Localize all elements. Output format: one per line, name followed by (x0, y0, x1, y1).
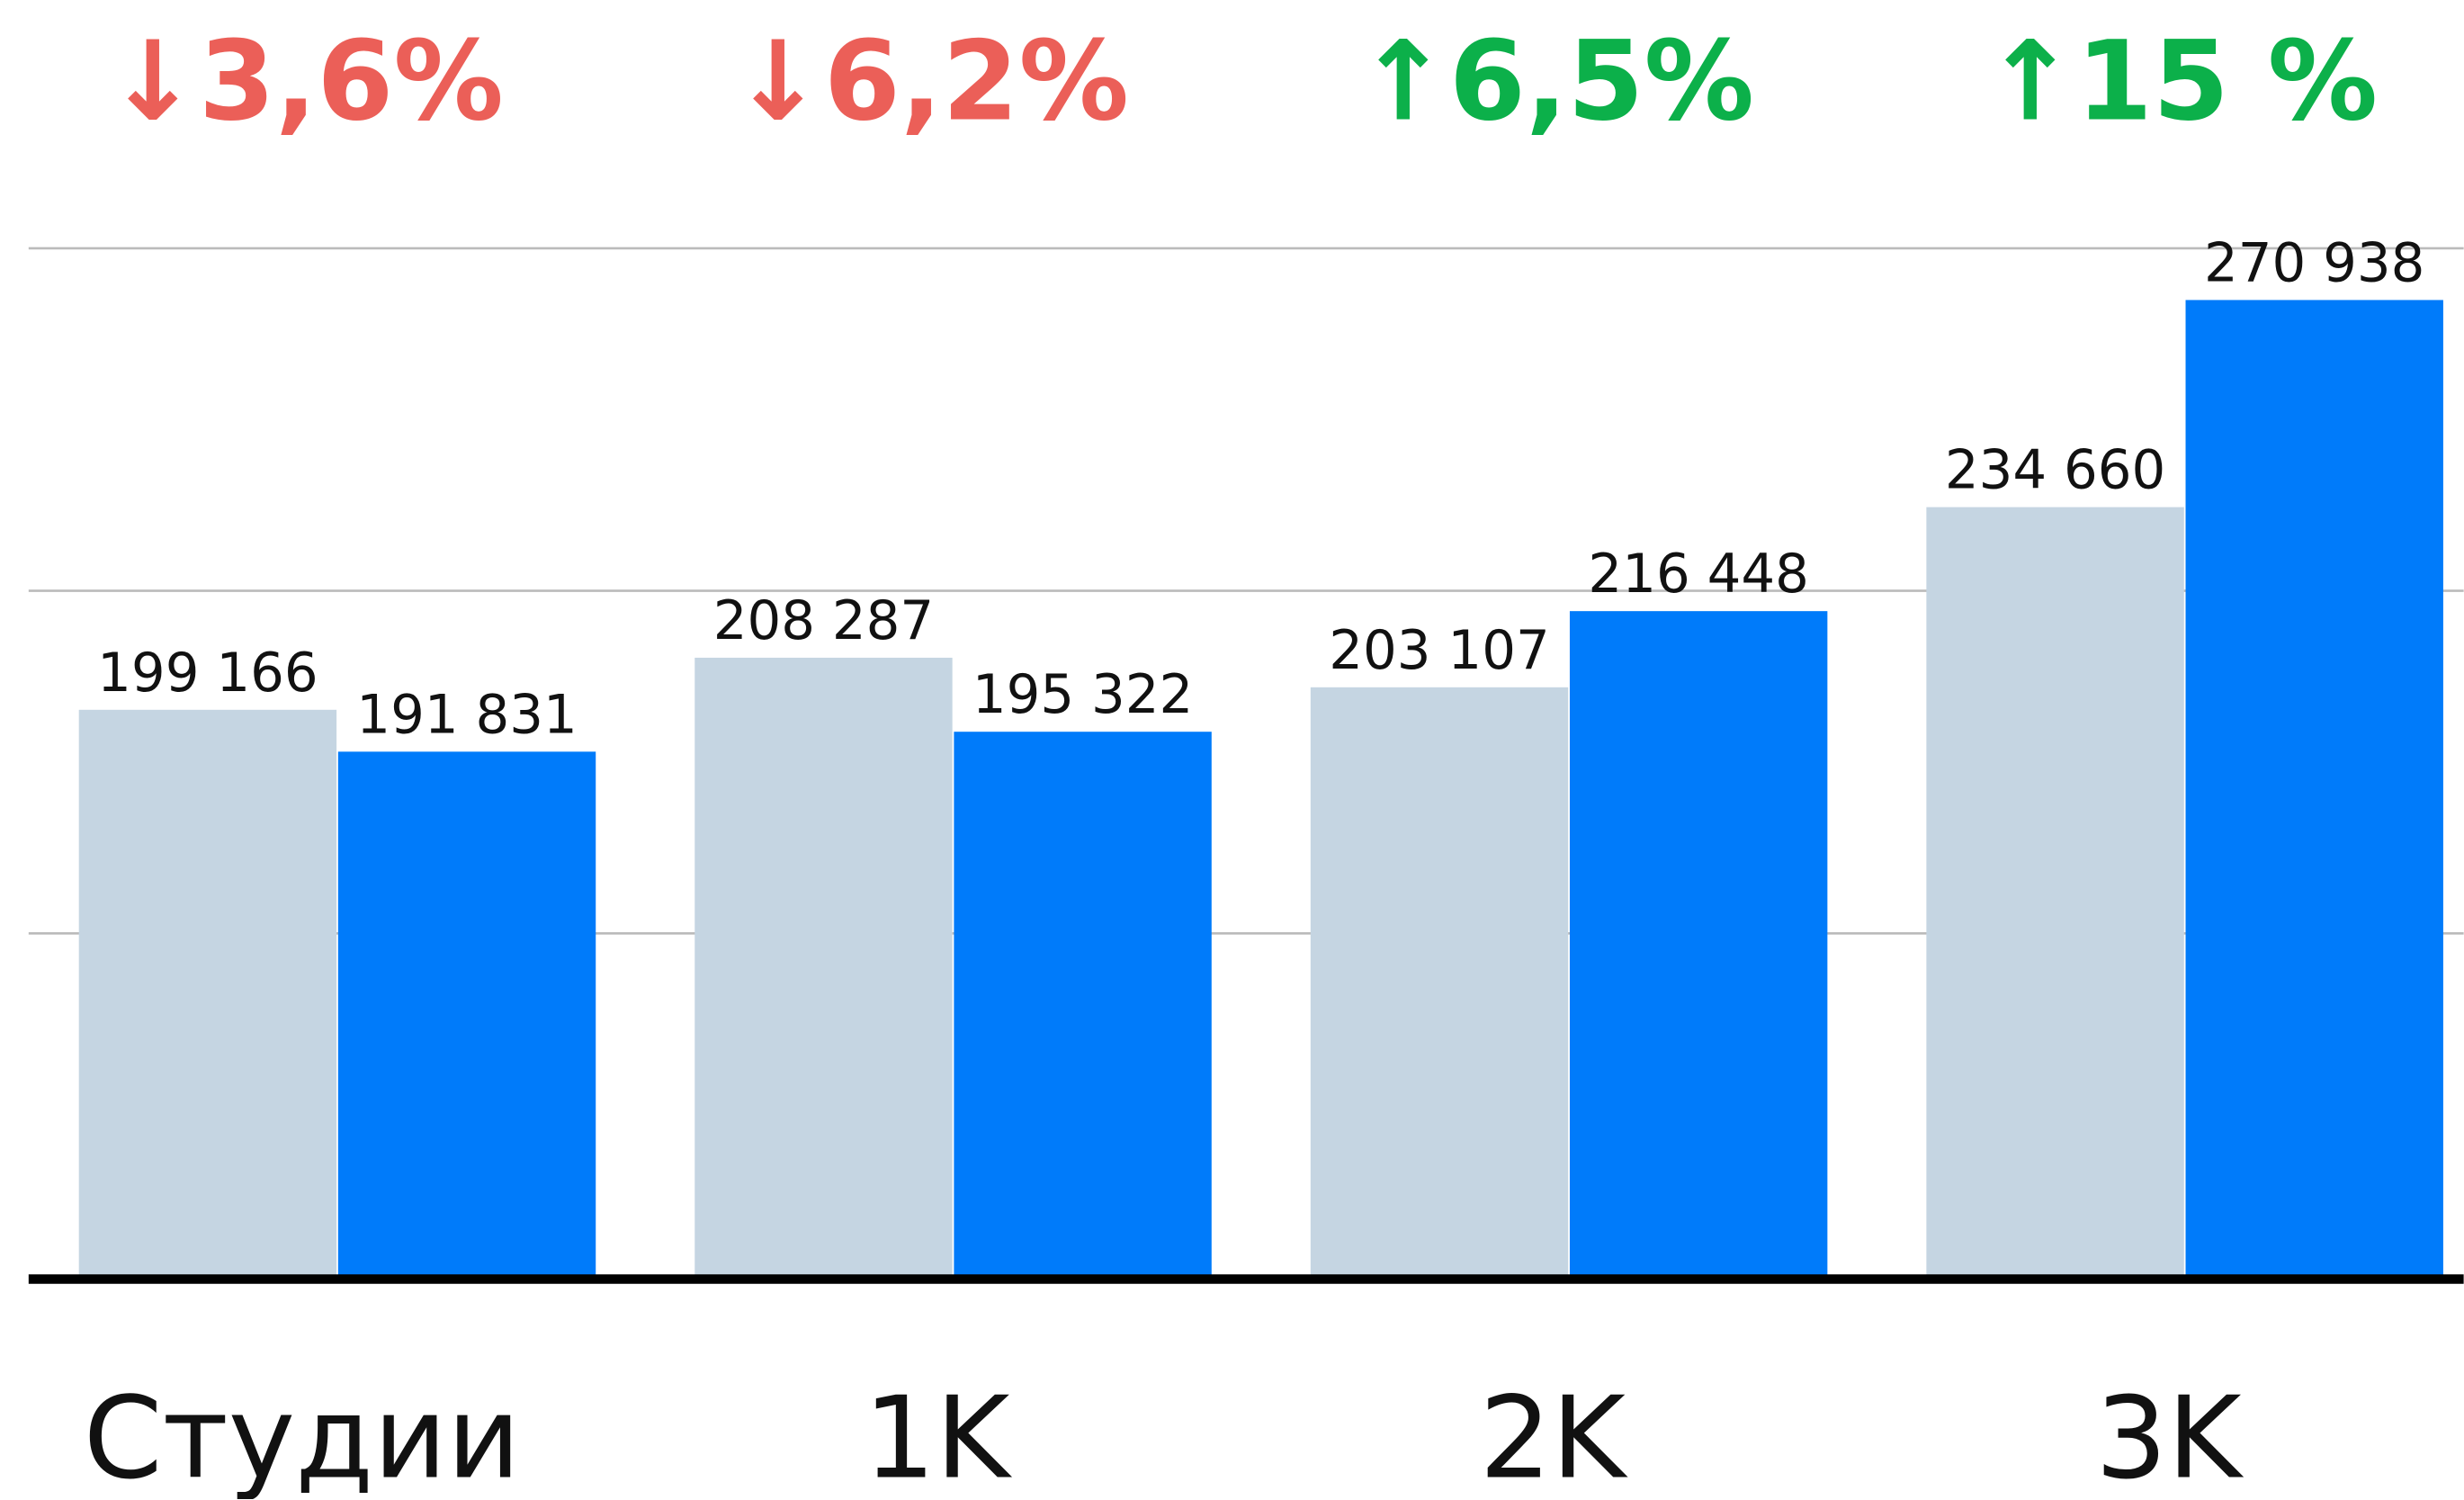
value-label: 216 448 (1588, 543, 1808, 606)
x-tick-label: 3K (2095, 1372, 2244, 1499)
value-label: 234 660 (1945, 440, 2165, 502)
bar (694, 657, 953, 1277)
bar (1569, 611, 1828, 1277)
bar (954, 732, 1212, 1277)
bar (78, 709, 337, 1277)
change-annotation: ↑6,5% (1357, 18, 1754, 146)
x-tick-label: 2K (1480, 1372, 1629, 1499)
change-annotation: ↑15 % (1985, 18, 2379, 146)
bar (2185, 300, 2443, 1277)
change-annotation: ↓6,2% (731, 18, 1128, 146)
x-tick-label: Студии (84, 1372, 521, 1499)
value-label: 208 287 (713, 590, 934, 652)
value-label: 199 166 (97, 642, 318, 705)
bar (1926, 507, 2184, 1277)
value-label: 270 938 (2204, 232, 2424, 294)
bar (337, 751, 596, 1277)
value-label: 203 107 (1329, 620, 1549, 682)
x-tick-label: 1K (864, 1372, 1013, 1499)
bar (1310, 687, 1569, 1277)
value-label: 191 831 (356, 684, 577, 746)
value-label: 195 322 (972, 664, 1193, 726)
change-annotation: ↓3,6% (106, 18, 503, 146)
